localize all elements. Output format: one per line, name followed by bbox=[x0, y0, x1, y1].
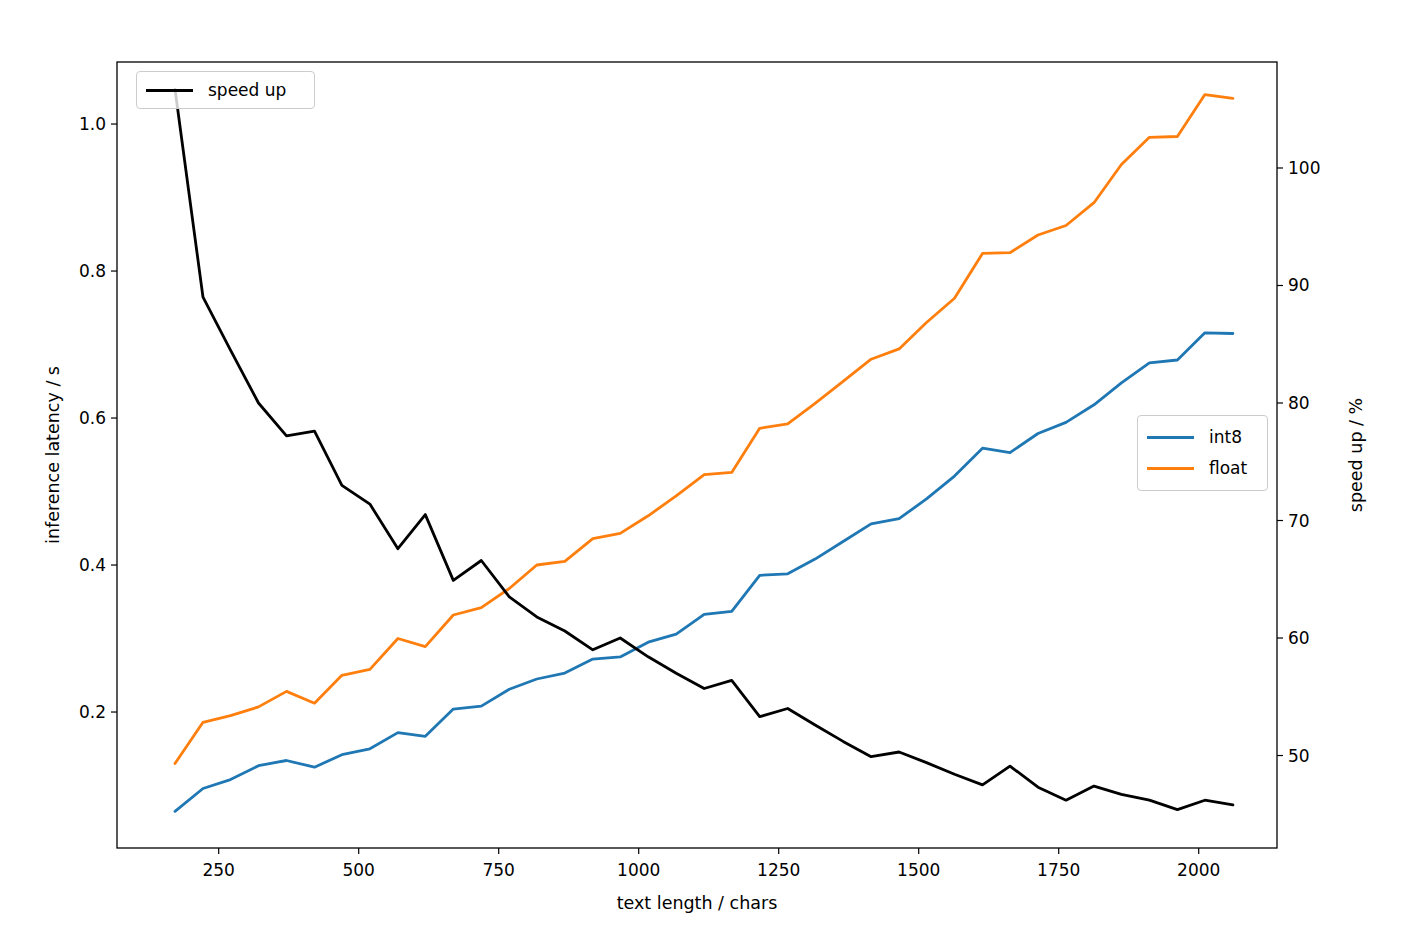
legend-label-float: float bbox=[1209, 460, 1247, 477]
x-tick-label: 1750 bbox=[1037, 860, 1080, 880]
y-tick-label-right: 50 bbox=[1288, 746, 1310, 766]
y-tick-label-left: 1.0 bbox=[79, 114, 106, 134]
y-tick-label-left: 0.6 bbox=[79, 408, 106, 428]
line-speed-up bbox=[175, 89, 1233, 809]
y-axis-label-left: inference latency / s bbox=[43, 366, 63, 544]
y-axis-label-right: speed up / % bbox=[1346, 398, 1366, 512]
legend-speed-up: speed up bbox=[136, 71, 315, 109]
legend-item-float: float bbox=[1138, 460, 1267, 477]
legend-item-speed-up: speed up bbox=[137, 82, 314, 99]
y-tick-label-right: 70 bbox=[1288, 511, 1310, 531]
y-tick-label-left: 0.8 bbox=[79, 261, 106, 281]
x-tick-label: 250 bbox=[202, 860, 234, 880]
y-tick-label-right: 90 bbox=[1288, 275, 1310, 295]
x-tick-label: 750 bbox=[482, 860, 514, 880]
x-tick-label: 1500 bbox=[897, 860, 940, 880]
y-tick-label-left: 0.4 bbox=[79, 555, 106, 575]
y-tick-label-right: 100 bbox=[1288, 158, 1320, 178]
y-tick-label-right: 80 bbox=[1288, 393, 1310, 413]
line-float bbox=[175, 95, 1233, 764]
legend-item-int8: int8 bbox=[1138, 429, 1267, 446]
x-tick-label: 1000 bbox=[617, 860, 660, 880]
y-tick-label-right: 60 bbox=[1288, 628, 1310, 648]
int8-line-sample bbox=[1147, 436, 1194, 439]
y-tick-label-left: 0.2 bbox=[79, 702, 106, 722]
x-tick-label: 500 bbox=[342, 860, 374, 880]
legend-label-speed-up: speed up bbox=[208, 82, 286, 99]
plot-spines bbox=[117, 62, 1277, 848]
float-line-sample bbox=[1147, 467, 1194, 470]
legend-label-int8: int8 bbox=[1209, 429, 1242, 446]
figure: 250 500 750 1000 1250 1500 1750 2000 0.2 0.4 0.6 0.… bbox=[0, 0, 1422, 948]
x-tick-label: 2000 bbox=[1177, 860, 1220, 880]
x-axis-label: text length / chars bbox=[617, 893, 778, 913]
speed-up-line-sample bbox=[146, 89, 193, 92]
x-tick-label: 1250 bbox=[757, 860, 800, 880]
line-int8 bbox=[175, 333, 1233, 812]
legend-series: int8 float bbox=[1137, 415, 1268, 491]
